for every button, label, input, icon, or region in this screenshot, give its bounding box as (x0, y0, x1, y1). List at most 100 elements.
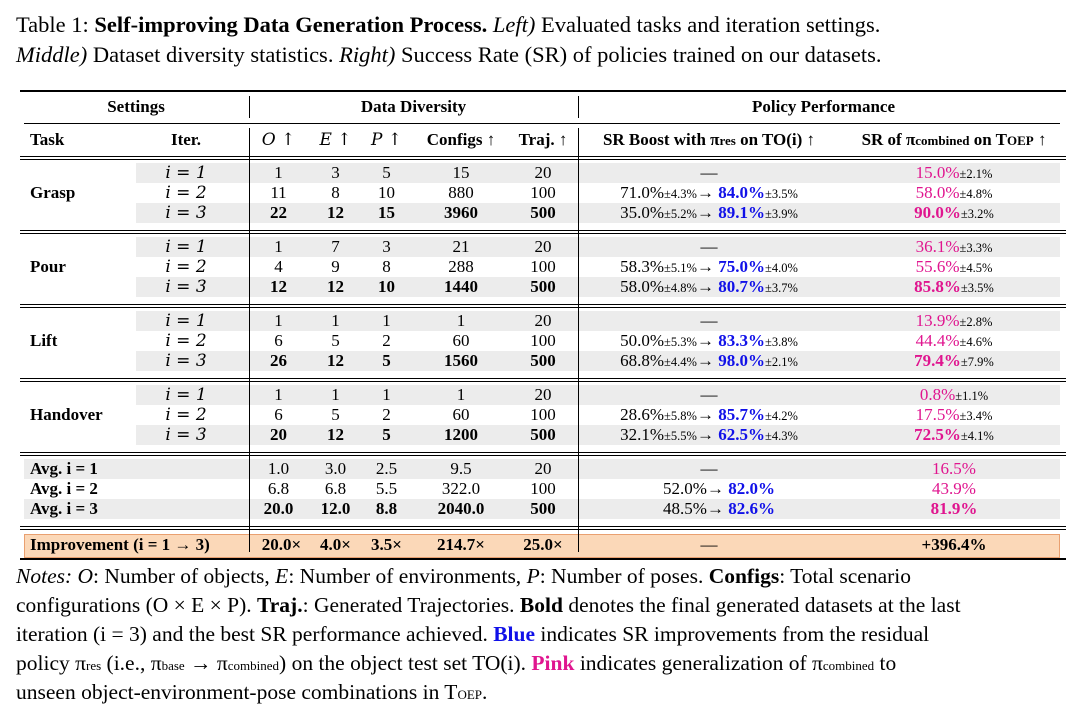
caption-prefix: Table 1: (16, 12, 95, 37)
configs-cell: 1 (456, 311, 466, 330)
col-header-p: P ↑ (370, 130, 403, 150)
sr-boost-to-std: ±4.3% (764, 429, 798, 443)
objects-cell: 11 (270, 183, 287, 202)
sr-boost-from: 28.6% (620, 405, 665, 424)
iter-cell: i = 1 (165, 385, 207, 405)
sr-combined-cell: 85.8%±3.5% (842, 277, 1066, 297)
improvement-label: Improvement (i = 1 → 3) (30, 535, 210, 554)
col-separator (578, 128, 579, 552)
poses-cell: 15 (378, 203, 395, 222)
objects-cell: 26 (270, 351, 287, 370)
sr-combined-value: 85.8% (914, 277, 961, 296)
configs-cell: 9.5 (450, 459, 472, 478)
table-caption-line1: Table 1: Self-improving Data Generation … (16, 10, 1070, 39)
sr-boost-from: 35.0% (620, 203, 665, 222)
trajectories-cell: 20 (534, 459, 552, 478)
col-header-traj: Traj. ↑ (518, 130, 568, 149)
row-band (136, 277, 1060, 297)
sr-combined-std: ±3.4% (959, 409, 993, 423)
environments-cell: 8 (331, 183, 340, 202)
caption-right-label: Right) (339, 42, 396, 67)
sr-boost-cell: 58.0%±4.8%→ 80.7%±3.7% (620, 277, 798, 296)
col-header-sr-boost: SR Boost with πres on TO(i) ↑ (602, 130, 816, 149)
sr-boost-from: 68.8% (620, 351, 665, 370)
configs-cell: 322.0 (441, 479, 481, 498)
caption-left-text: Evaluated tasks and iteration settings. (535, 12, 881, 37)
iter-cell: i = 1 (165, 163, 207, 183)
group-rule (20, 381, 1066, 382)
sr-boost-to-std: ±3.5% (764, 187, 798, 201)
configs-cell: 1440 (444, 277, 478, 296)
average-label: Avg. i = 3 (30, 499, 98, 518)
environments-cell: 12 (327, 351, 344, 370)
table-caption-line2: Middle) Dataset diversity statistics. Ri… (16, 40, 1070, 69)
objects-cell: 6 (274, 331, 283, 350)
objects-cell: 6.8 (267, 479, 290, 498)
sr-boost-from-std: ±5.5% (664, 429, 697, 443)
sr-combined-cell: 55.6%±4.5% (842, 257, 1066, 277)
sr-boost-cell: 50.0%±5.3%→ 83.3%±3.8% (620, 331, 798, 350)
trajectories-cell: 500 (530, 277, 556, 296)
notes-line1: Notes: O: Number of objects, E: Number o… (16, 564, 912, 588)
sr-combined-cell: 15.0%±2.1% (842, 163, 1066, 183)
environments-cell: 9 (331, 257, 340, 276)
sr-combined-std: ±1.1% (955, 389, 989, 403)
top-rule (20, 90, 1066, 92)
environments-cell: 12 (327, 203, 344, 222)
configs-cell: 1560 (444, 351, 478, 370)
trajectories-cell: 500 (530, 203, 556, 222)
average-label: Avg. i = 2 (30, 479, 98, 498)
sr-boost-cell: — (583, 311, 835, 331)
sr-boost-to: 75.0% (718, 257, 765, 276)
sr-combined-cell: 81.9% (842, 499, 1066, 519)
sr-boost-to: 82.0% (728, 479, 775, 498)
objects-cell: 1 (274, 385, 283, 404)
sr-boost-cell: 58.3%±5.1%→ 75.0%±4.0% (620, 257, 798, 276)
objects-cell: 1 (274, 237, 283, 256)
row-band (136, 311, 1060, 331)
trajectories-cell: 100 (530, 479, 556, 498)
sr-combined-cell: 43.9% (842, 479, 1066, 499)
sr-combined-value: 17.5% (915, 405, 960, 424)
trajectories-cell: 500 (530, 499, 556, 518)
sr-boost-from: 50.0% (620, 331, 665, 350)
sr-boost-cell: — (583, 459, 835, 479)
mid-rule (24, 123, 1060, 124)
objects-cell: 22 (270, 203, 287, 222)
improvement-band (24, 534, 1060, 558)
sr-boost-cell: — (583, 237, 835, 257)
row-band (24, 499, 1060, 519)
environments-cell: 5 (331, 331, 340, 350)
sr-boost-from-std: ±4.8% (664, 281, 697, 295)
sr-boost-to: 98.0% (718, 351, 765, 370)
group-rule (20, 233, 1066, 234)
sr-boost-to-std: ±2.1% (764, 355, 798, 369)
sr-combined-std: ±4.1% (960, 429, 994, 443)
sr-combined-cell: 90.0%±3.2% (842, 203, 1066, 223)
environments-cell: 5 (331, 405, 340, 424)
sr-boost-from: — (700, 237, 718, 256)
row-band (136, 351, 1060, 371)
header-policy-performance: Policy Performance (751, 97, 895, 116)
task-name: Grasp (30, 183, 76, 202)
objects-cell: 1.0 (267, 459, 290, 478)
sr-boost-to: 82.6% (728, 499, 775, 518)
environments-cell: 1 (331, 385, 340, 404)
row-band (136, 425, 1060, 445)
trajectories-cell: 100 (530, 405, 556, 424)
objects-cell: 6 (274, 405, 283, 424)
sr-combined-value: 79.4% (914, 351, 961, 370)
sr-combined-value: 44.4% (915, 331, 960, 350)
sr-boost-from: 71.0% (620, 183, 665, 202)
sr-boost-from: — (700, 311, 718, 330)
row-band (136, 203, 1060, 223)
row-band (136, 163, 1060, 183)
group-rule (20, 526, 1066, 527)
sr-boost-from-std: ±4.4% (664, 355, 697, 369)
sr-combined-cell: 44.4%±4.6% (842, 331, 1066, 351)
sr-boost-from: 32.1% (620, 425, 665, 444)
header-rule (20, 156, 1066, 157)
sr-boost-cell: 28.6%±5.8%→ 85.7%±4.2% (620, 405, 798, 424)
sr-combined-value: 58.0% (915, 183, 960, 202)
configs-cell: 15 (452, 163, 470, 182)
